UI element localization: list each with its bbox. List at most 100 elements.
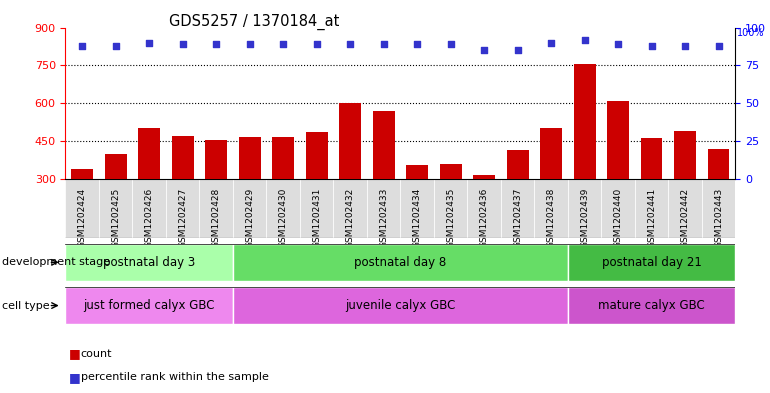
Bar	[668, 179, 701, 238]
Text: GSM1202425: GSM1202425	[111, 187, 120, 248]
Bar	[300, 179, 333, 238]
Bar	[266, 179, 300, 238]
Point	[277, 41, 290, 47]
Point	[444, 41, 457, 47]
Bar	[500, 179, 534, 238]
Bar	[306, 132, 327, 179]
Text: GSM1202424: GSM1202424	[78, 187, 87, 248]
Point	[310, 41, 323, 47]
Bar	[440, 163, 461, 179]
Bar	[474, 175, 495, 179]
Text: development stage: development stage	[2, 257, 109, 267]
Bar	[373, 111, 394, 179]
Text: GSM1202432: GSM1202432	[346, 187, 355, 248]
Text: GSM1202442: GSM1202442	[681, 187, 690, 248]
Bar	[601, 179, 634, 238]
Point	[511, 47, 524, 53]
Point	[76, 42, 89, 49]
Point	[645, 42, 658, 49]
Text: GSM1202436: GSM1202436	[480, 187, 489, 248]
Text: mature calyx GBC: mature calyx GBC	[598, 299, 705, 312]
Text: postnatal day 8: postnatal day 8	[354, 256, 447, 269]
Bar	[65, 244, 233, 281]
Point	[176, 41, 189, 47]
Text: GSM1202429: GSM1202429	[245, 187, 254, 248]
Text: count: count	[81, 349, 112, 359]
Text: juvenile calyx GBC: juvenile calyx GBC	[345, 299, 456, 312]
Text: just formed calyx GBC: just formed calyx GBC	[83, 299, 215, 312]
Text: GSM1202433: GSM1202433	[379, 187, 388, 248]
Bar	[99, 179, 132, 238]
Text: ■: ■	[69, 371, 81, 384]
Text: cell type: cell type	[2, 301, 49, 310]
Text: GSM1202438: GSM1202438	[547, 187, 556, 248]
Point	[109, 42, 122, 49]
Text: GSM1202441: GSM1202441	[647, 187, 656, 248]
Point	[545, 39, 557, 46]
Point	[210, 41, 223, 47]
Text: GSM1202440: GSM1202440	[614, 187, 623, 248]
Bar	[139, 129, 160, 179]
Point	[411, 41, 424, 47]
Point	[612, 41, 624, 47]
Point	[344, 41, 357, 47]
Bar	[166, 179, 199, 238]
Bar	[239, 137, 260, 179]
Text: postnatal day 3: postnatal day 3	[103, 256, 196, 269]
Text: GSM1202437: GSM1202437	[513, 187, 522, 248]
Bar	[608, 101, 629, 179]
Bar	[400, 179, 434, 238]
Bar	[541, 129, 562, 179]
Text: GSM1202427: GSM1202427	[178, 187, 187, 248]
Bar	[233, 287, 568, 324]
Bar	[701, 179, 735, 238]
Point	[679, 42, 691, 49]
Point	[578, 37, 591, 43]
Bar	[467, 179, 500, 238]
Point	[478, 47, 490, 53]
Text: GSM1202426: GSM1202426	[145, 187, 154, 248]
Bar	[172, 136, 193, 179]
Bar	[206, 140, 227, 179]
Bar	[634, 179, 668, 238]
Bar	[641, 138, 662, 179]
Text: GDS5257 / 1370184_at: GDS5257 / 1370184_at	[169, 14, 340, 30]
Text: GSM1202428: GSM1202428	[212, 187, 221, 248]
Point	[712, 42, 725, 49]
Bar	[333, 179, 367, 238]
Bar	[340, 103, 361, 179]
Bar	[708, 149, 729, 179]
Bar	[568, 287, 735, 324]
Text: postnatal day 21: postnatal day 21	[601, 256, 701, 269]
Bar	[233, 179, 266, 238]
Bar	[507, 150, 528, 179]
Bar	[72, 169, 93, 179]
Text: GSM1202439: GSM1202439	[580, 187, 589, 248]
Bar	[534, 179, 568, 238]
Text: percentile rank within the sample: percentile rank within the sample	[81, 372, 269, 382]
Bar	[273, 137, 294, 179]
Bar	[574, 64, 595, 179]
Text: GSM1202430: GSM1202430	[279, 187, 288, 248]
Bar	[65, 287, 233, 324]
Bar	[199, 179, 233, 238]
Text: GSM1202431: GSM1202431	[312, 187, 321, 248]
Point	[377, 41, 390, 47]
Bar	[65, 179, 99, 238]
Text: GSM1202434: GSM1202434	[413, 187, 422, 248]
Bar	[367, 179, 400, 238]
Text: GSM1202435: GSM1202435	[446, 187, 455, 248]
Text: ■: ■	[69, 347, 81, 360]
Bar	[407, 165, 428, 179]
Bar	[568, 179, 601, 238]
Text: GSM1202443: GSM1202443	[714, 187, 723, 248]
Bar	[675, 131, 696, 179]
Text: 100%: 100%	[737, 28, 764, 37]
Bar	[233, 244, 568, 281]
Bar	[434, 179, 467, 238]
Point	[143, 39, 156, 46]
Bar	[132, 179, 166, 238]
Point	[243, 41, 256, 47]
Bar	[568, 244, 735, 281]
Bar	[105, 154, 126, 179]
